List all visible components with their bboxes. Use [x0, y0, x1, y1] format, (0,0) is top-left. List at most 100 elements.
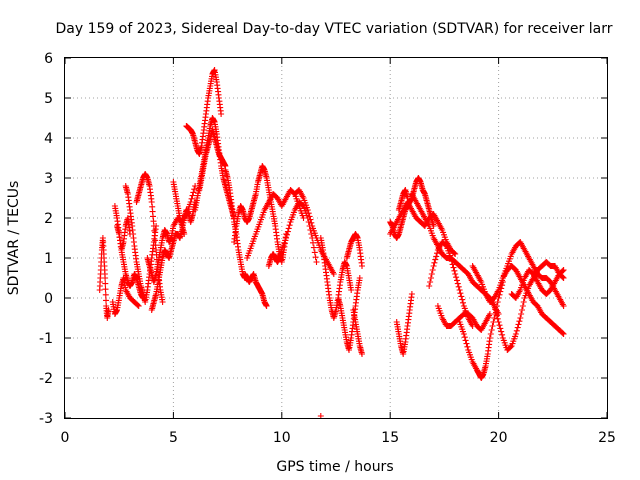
data-point [460, 331, 467, 337]
x-tick-label: 5 [169, 430, 178, 446]
series-track-l [196, 127, 229, 193]
data-point [512, 331, 519, 337]
data-point [187, 199, 194, 205]
data-point [449, 261, 456, 268]
data-point [456, 287, 463, 293]
data-point [518, 311, 525, 317]
x-tick-label: 10 [273, 430, 291, 446]
data-point [560, 331, 567, 337]
data-point [559, 330, 566, 337]
data-point [454, 280, 461, 287]
grid-layer [65, 58, 607, 418]
data-point [490, 319, 497, 325]
data-point [489, 323, 496, 329]
series-track-n [231, 163, 290, 265]
series-track-x [387, 175, 437, 241]
data-point [285, 225, 292, 232]
data-point [454, 277, 460, 284]
data-point [516, 318, 523, 325]
data-point [495, 319, 502, 325]
data-point [464, 343, 471, 350]
data-point [105, 307, 112, 313]
data-point [159, 299, 166, 305]
series-track-aa [395, 187, 411, 213]
series-track-b [109, 275, 142, 317]
series-track-i [170, 179, 188, 237]
data-point [459, 296, 466, 303]
data-point [404, 195, 411, 201]
x-tick-label: 0 [61, 430, 70, 446]
series-track-ag [491, 259, 567, 353]
data-point [514, 324, 521, 331]
series-track-v [350, 307, 365, 357]
data-point [306, 213, 313, 220]
data-point [496, 322, 503, 329]
series-track-o [241, 271, 270, 309]
data-point [218, 111, 225, 117]
data-point [559, 274, 566, 281]
data-point [560, 267, 567, 273]
data-point [283, 235, 290, 241]
data-point [188, 195, 195, 202]
data-point [432, 256, 439, 263]
data-point [426, 283, 433, 289]
data-point [429, 267, 436, 273]
data-point [427, 279, 434, 285]
data-point [284, 228, 291, 235]
data-point [311, 249, 318, 256]
data-point [455, 283, 462, 290]
y-axis-title: SDTVAR / TECUs [6, 181, 22, 296]
data-point [486, 335, 493, 341]
data-point [494, 315, 501, 322]
data-point [491, 303, 498, 309]
axis-ticks: 0 5 10 15 20 25 -3 -2 -1 0 1 2 3 4 5 6 [39, 51, 616, 446]
series-track-j [183, 67, 225, 157]
data-point [461, 334, 468, 341]
data-point [135, 303, 142, 309]
data-point [181, 231, 188, 237]
data-point [286, 222, 293, 229]
data-point [462, 337, 469, 344]
series-track-a [96, 235, 112, 321]
data-point [263, 303, 270, 309]
data-point [451, 250, 458, 257]
y-tick-label: 4 [44, 131, 53, 147]
data-point [494, 299, 501, 305]
data-point [507, 343, 514, 350]
data-point [102, 275, 109, 281]
data-point [428, 271, 435, 277]
data-point [308, 231, 315, 237]
data-point [560, 303, 567, 309]
data-point [102, 291, 109, 298]
series-track-s [317, 235, 355, 321]
y-tick-label: 0 [44, 291, 53, 307]
data-point [517, 315, 524, 321]
x-tick-label: 20 [490, 430, 508, 446]
data-point [463, 340, 470, 347]
data-point [359, 351, 365, 357]
data-point [519, 307, 525, 313]
data-point [498, 328, 505, 335]
plot-frame [64, 57, 608, 419]
data-point [519, 303, 526, 309]
data-point [458, 293, 465, 300]
data-point [431, 259, 438, 266]
data-point [487, 331, 494, 337]
data-point [448, 258, 455, 265]
data-point [559, 267, 566, 274]
data-point [452, 271, 459, 277]
x-axis-title: GPS time / hours [276, 459, 393, 475]
y-tick-label: 2 [44, 211, 53, 227]
data-point [460, 299, 466, 306]
data-point [330, 271, 337, 277]
series-track-d [114, 215, 133, 253]
data-point [356, 275, 363, 281]
data-point [190, 189, 197, 196]
data-point [493, 309, 499, 316]
x-tick-label: 25 [598, 430, 616, 446]
data-point [434, 250, 440, 257]
chart-title: Day 159 of 2023, Sidereal Day-to-day VTE… [56, 21, 613, 37]
y-tick-label: 1 [44, 251, 53, 267]
data-point [103, 297, 109, 304]
